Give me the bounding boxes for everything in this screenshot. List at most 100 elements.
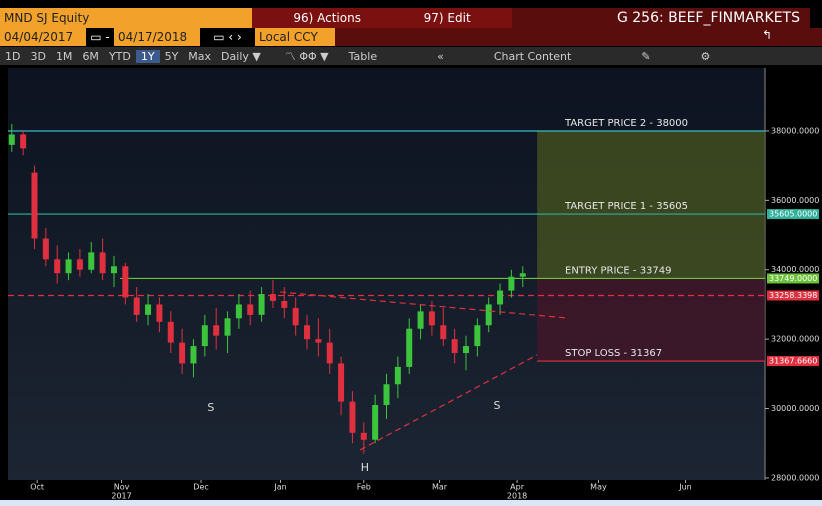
candle-body <box>156 304 163 322</box>
currency-field[interactable]: Local CCY <box>255 28 335 46</box>
candle-body <box>281 300 288 308</box>
y-tick-label: 28000.0000 <box>771 473 819 482</box>
candle-body <box>508 276 515 291</box>
level-tag-label: 33749.0000 <box>769 274 817 283</box>
x-tick-label: Apr <box>510 483 525 492</box>
candle-body <box>406 328 413 367</box>
candle-body <box>110 266 117 274</box>
chart-icons[interactable]: 〽 ΦΦ ▼ <box>284 50 329 63</box>
candle-body <box>258 294 265 315</box>
end-date[interactable]: 04/17/2018 <box>114 28 200 46</box>
candle-body <box>372 405 379 440</box>
candle-body <box>292 307 299 326</box>
x-tick-label: Mar <box>432 483 448 492</box>
chart-content[interactable]: Chart Content <box>493 49 572 63</box>
level-tag <box>767 209 819 220</box>
candle-body <box>451 339 458 354</box>
candle-body <box>8 134 15 145</box>
actions-menu[interactable]: 96) Actions <box>293 11 361 25</box>
status-strip <box>0 500 822 506</box>
candle-body <box>235 304 242 319</box>
candle-body <box>213 325 220 336</box>
candle-body <box>133 297 140 315</box>
period-button[interactable]: 1M <box>55 49 73 63</box>
year-label: 2018 <box>507 492 527 501</box>
candle-body <box>269 294 276 301</box>
candle-body <box>326 342 333 364</box>
candle-body <box>122 266 129 298</box>
level-tag <box>767 290 819 301</box>
level-label: ENTRY PRICE - 33749 <box>565 265 672 276</box>
candle-body <box>88 252 95 270</box>
x-tick-label: Jun <box>678 483 692 492</box>
year-label: 2017 <box>111 492 131 501</box>
candle-body <box>167 321 174 343</box>
level-label: STOP LOSS - 31367 <box>565 348 662 359</box>
level-label: TARGET PRICE 1 - 35605 <box>564 201 688 212</box>
period-button[interactable]: YTD <box>108 49 131 63</box>
candle-body <box>201 325 208 347</box>
pattern-label: S <box>207 401 214 414</box>
candle-body <box>394 366 401 385</box>
period-button[interactable]: 3D <box>30 49 46 63</box>
collapse[interactable]: « <box>437 49 444 63</box>
frequency[interactable]: Daily ▼ <box>221 49 261 63</box>
candle-body <box>20 134 27 149</box>
back-arrow[interactable]: ↰ <box>335 28 822 46</box>
date-bar: 04/04/2017 ▭ - 04/17/2018 ▭ ‹ › Local CC… <box>0 28 822 46</box>
period-button[interactable]: 1Y <box>135 49 160 63</box>
x-tick-label: Nov <box>114 483 130 492</box>
edit-menu[interactable]: 97) Edit <box>423 11 471 25</box>
period-button[interactable]: 1D <box>5 49 21 63</box>
x-tick-label: Jan <box>273 483 286 492</box>
candle-body <box>485 304 492 326</box>
x-tick-label: Dec <box>193 483 208 492</box>
candle-body <box>179 342 186 364</box>
candle-body <box>360 432 367 440</box>
candle-body <box>65 259 72 274</box>
start-date[interactable]: 04/04/2017 <box>0 28 86 46</box>
price-zone <box>537 130 765 279</box>
table-button[interactable]: Table <box>348 49 378 63</box>
trendline <box>359 354 538 451</box>
candle-body <box>190 346 197 364</box>
y-tick-label: 38000.0000 <box>771 126 819 135</box>
x-tick-label: May <box>590 483 607 492</box>
nav-arrows[interactable]: ▭ ‹ › <box>213 30 242 44</box>
candle-body <box>54 259 61 274</box>
x-tick-label: Oct <box>30 483 44 492</box>
chart: 28000.0000 30000.0000 32000.0000 34000.0000… <box>0 68 822 506</box>
security-field[interactable]: MND SJ Equity <box>0 8 252 28</box>
period-button[interactable]: 6M <box>82 49 99 63</box>
period-button[interactable]: 5Y <box>164 49 179 63</box>
period-buttons: 1D 3D 1M 6M YTD 1Y 5Y Max <box>0 49 216 63</box>
candle-body <box>474 325 481 347</box>
candle-body <box>497 290 504 305</box>
pattern-label: S <box>494 399 501 412</box>
candle-body <box>383 384 390 406</box>
candle-body <box>349 401 356 433</box>
price-zone <box>537 278 765 362</box>
trendline <box>280 291 568 319</box>
edit-icon[interactable]: ✎ <box>641 49 651 63</box>
candle-body <box>99 252 106 274</box>
y-tick-label: 36000.0000 <box>771 196 819 205</box>
calendar-icon[interactable]: ▭ - <box>90 30 110 44</box>
x-axis-band <box>0 480 822 500</box>
period-button[interactable]: Max <box>188 49 212 63</box>
page-title: G 256: BEEF_FINMARKETS <box>512 8 810 28</box>
y-tick-label: 30000.0000 <box>771 404 819 413</box>
command-bar: MND SJ Equity 96) Actions 97) Edit G 256… <box>0 8 822 28</box>
menu-area: 96) Actions 97) Edit <box>252 8 512 28</box>
settings-icon[interactable]: ⚙ <box>700 49 711 63</box>
pattern-label: H <box>361 461 369 474</box>
candle-body <box>31 172 38 239</box>
candle-body <box>519 273 526 277</box>
candle-body <box>428 311 435 326</box>
chart-toolbar: 1D 3D 1M 6M YTD 1Y 5Y Max Daily ▼ 〽 ΦΦ ▼ Table … <box>0 47 822 65</box>
level-tag-label: 31367.6660 <box>769 357 817 366</box>
candle-body <box>145 304 152 315</box>
candle-body <box>417 311 424 329</box>
candle-body <box>462 346 469 354</box>
